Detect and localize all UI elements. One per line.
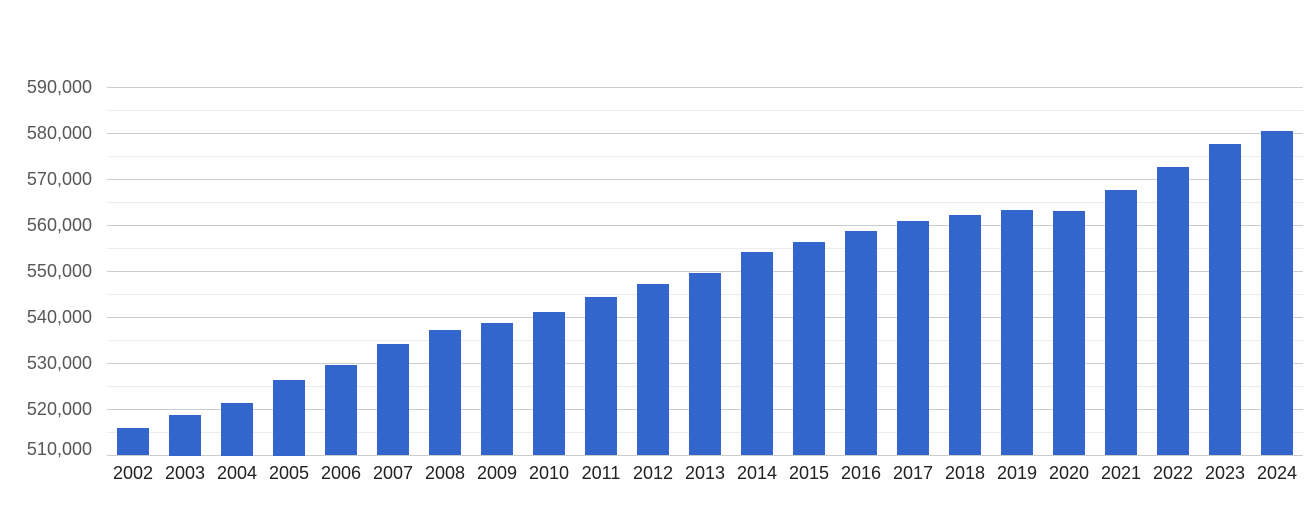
bar-2013[interactable] <box>689 272 721 456</box>
bar-2014[interactable] <box>741 251 773 456</box>
x-tick-label-2008: 2008 <box>424 463 466 483</box>
bar-2015[interactable] <box>793 241 825 456</box>
bar-2005[interactable] <box>273 380 305 456</box>
x-tick-label-2020: 2020 <box>1048 463 1090 483</box>
axis-baseline <box>107 455 1303 456</box>
x-tick-label-2006: 2006 <box>320 463 362 483</box>
x-tick-label-2009: 2009 <box>476 463 518 483</box>
x-tick-label-2012: 2012 <box>632 463 674 483</box>
x-tick-label-2024: 2024 <box>1256 463 1298 483</box>
x-tick-label-2018: 2018 <box>944 463 986 483</box>
y-tick-label: 540,000 <box>26 307 92 328</box>
y-tick-label: 550,000 <box>26 261 92 282</box>
y-tick-label: 590,000 <box>26 77 92 97</box>
x-tick-label-2017: 2017 <box>892 463 934 483</box>
bar-2012[interactable] <box>637 284 669 456</box>
bar-2023[interactable] <box>1209 143 1241 456</box>
y-tick-label: 580,000 <box>26 123 92 144</box>
minor-gridline <box>107 109 1303 111</box>
x-tick-label-2016: 2016 <box>840 463 882 483</box>
x-tick-label-2003: 2003 <box>164 463 206 483</box>
major-gridline <box>107 178 1303 180</box>
bar-2021[interactable] <box>1105 190 1137 456</box>
major-gridline <box>107 224 1303 226</box>
x-tick-label-2005: 2005 <box>268 463 310 483</box>
x-tick-label-2022: 2022 <box>1152 463 1194 483</box>
y-tick-label: 510,000 <box>26 438 92 459</box>
x-tick-label-2007: 2007 <box>372 463 414 483</box>
bar-2004[interactable] <box>221 403 253 456</box>
bar-2010[interactable] <box>533 311 565 456</box>
x-tick-label-2011: 2011 <box>581 463 621 483</box>
major-gridline <box>107 132 1303 134</box>
bar-2024[interactable] <box>1261 131 1293 456</box>
bar-2020[interactable] <box>1053 210 1085 456</box>
bar-2003[interactable] <box>169 414 201 456</box>
x-tick-label-2021: 2021 <box>1100 463 1142 483</box>
bar-2002[interactable] <box>117 428 149 456</box>
x-tick-label-2002: 2002 <box>112 463 154 483</box>
bar-2006[interactable] <box>325 364 357 456</box>
bar-2009[interactable] <box>481 323 513 456</box>
x-tick-label-2019: 2019 <box>996 463 1038 483</box>
major-gridline <box>107 86 1303 88</box>
minor-gridline <box>107 201 1303 203</box>
minor-gridline <box>107 247 1303 249</box>
x-tick-label-2023: 2023 <box>1204 463 1246 483</box>
x-tick-label-2014: 2014 <box>736 463 778 483</box>
bar-2022[interactable] <box>1157 167 1189 456</box>
x-tick-label-2010: 2010 <box>528 463 570 483</box>
bar-2017[interactable] <box>897 220 929 456</box>
bar-2018[interactable] <box>949 214 981 456</box>
minor-gridline <box>107 155 1303 157</box>
y-tick-label: 520,000 <box>26 399 92 420</box>
y-tick-label: 570,000 <box>26 169 92 190</box>
bar-2011[interactable] <box>585 296 617 456</box>
bar-2007[interactable] <box>377 343 409 456</box>
y-tick-label: 560,000 <box>26 215 92 236</box>
x-tick-label-2013: 2013 <box>684 463 726 483</box>
bar-2016[interactable] <box>845 230 877 456</box>
major-gridline <box>107 270 1303 272</box>
bar-2019[interactable] <box>1001 210 1033 456</box>
x-tick-label-2004: 2004 <box>216 463 258 483</box>
bar-2008[interactable] <box>429 329 461 456</box>
x-tick-label-2015: 2015 <box>788 463 830 483</box>
y-tick-label: 530,000 <box>26 353 92 374</box>
